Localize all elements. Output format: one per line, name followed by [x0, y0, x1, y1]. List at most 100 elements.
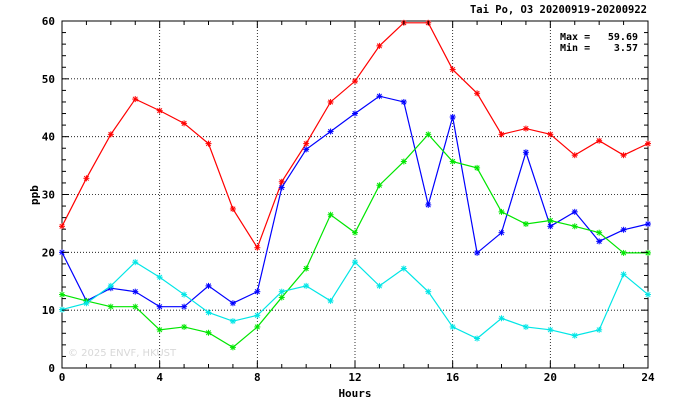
data-point-marker [352, 259, 358, 266]
data-point-marker [376, 42, 383, 49]
data-point-marker [547, 131, 554, 138]
data-point-marker [571, 152, 578, 159]
data-point-marker [254, 323, 261, 330]
data-point-marker [522, 323, 529, 330]
data-point-marker [645, 249, 651, 256]
chart-title: Tai Po, O3 20200919-20200922 [470, 4, 647, 16]
series-1 [59, 19, 651, 251]
data-point-marker [107, 282, 114, 289]
data-point-marker [522, 149, 529, 156]
data-point-marker [83, 300, 90, 307]
data-point-marker [425, 288, 432, 295]
data-point-marker [645, 140, 651, 147]
data-point-marker [352, 110, 358, 117]
data-point-marker [107, 131, 114, 138]
data-point-marker [59, 223, 65, 230]
data-point-marker [596, 229, 603, 236]
data-point-marker [254, 244, 261, 251]
data-point-marker [254, 288, 261, 295]
data-point-marker [327, 211, 334, 218]
data-point-marker [205, 140, 212, 147]
data-point-marker [278, 294, 285, 301]
data-point-marker [474, 249, 481, 256]
data-point-marker [181, 303, 188, 310]
data-point-marker [449, 114, 456, 121]
data-point-marker [181, 120, 188, 127]
x-tick-label: 4 [156, 371, 163, 384]
data-point-marker [107, 303, 114, 310]
data-point-marker [547, 217, 554, 224]
data-point-marker [449, 158, 456, 165]
data-point-marker [205, 309, 212, 316]
max-value: 59.69 [608, 32, 638, 43]
x-tick-label: 16 [446, 371, 460, 384]
x-tick-label: 20 [544, 371, 557, 384]
data-point-marker [596, 238, 603, 245]
data-point-marker [498, 131, 505, 138]
data-point-marker [547, 326, 554, 333]
data-point-marker [278, 288, 285, 295]
y-tick-label: 50 [42, 73, 55, 86]
data-point-marker [229, 344, 236, 351]
y-tick-labels: 0 10 20 30 40 50 60 [42, 15, 55, 375]
min-label: Min = [560, 42, 590, 54]
x-tick-label: 0 [59, 371, 66, 384]
data-point-marker [254, 312, 261, 319]
watermark-text: © 2025 ENVF, HKUST [68, 348, 177, 359]
x-tick-labels: 0 4 8 12 16 20 24 [59, 371, 655, 384]
data-point-marker [571, 223, 578, 230]
data-point-marker [181, 291, 188, 298]
data-point-marker [571, 208, 578, 215]
data-point-marker [132, 303, 139, 310]
data-point-marker [425, 131, 432, 138]
data-point-marker [376, 182, 383, 189]
data-point-marker [547, 223, 554, 230]
data-point-marker [474, 90, 481, 97]
data-point-marker [205, 282, 212, 289]
min-value: 3.57 [614, 43, 638, 54]
data-point-marker [132, 96, 139, 103]
data-point-marker [303, 282, 310, 289]
data-point-marker [278, 178, 285, 185]
data-point-marker [303, 146, 310, 153]
y-tick-label: 40 [42, 131, 55, 144]
data-point-marker [474, 164, 481, 171]
data-point-marker [645, 220, 651, 227]
data-point-marker [278, 184, 285, 191]
data-point-marker [327, 98, 334, 105]
data-point-marker [229, 300, 236, 307]
data-point-marker [620, 249, 627, 256]
data-point-marker [498, 229, 505, 236]
data-point-marker [620, 271, 627, 278]
data-point-marker [522, 125, 529, 132]
x-tick-label: 24 [641, 371, 655, 384]
y-tick-label: 0 [48, 362, 55, 375]
y-axis-title: ppb [28, 185, 41, 205]
data-point-marker [229, 205, 236, 212]
data-point-marker [449, 66, 456, 73]
data-point-marker [156, 303, 163, 310]
data-point-marker [59, 306, 65, 313]
data-point-marker [132, 259, 139, 266]
data-point-marker [83, 175, 90, 182]
data-point-marker [400, 98, 407, 105]
data-point-marker [449, 323, 456, 330]
data-point-marker [156, 107, 163, 114]
data-point-marker [59, 291, 65, 298]
data-point-marker [596, 326, 603, 333]
data-point-marker [303, 265, 310, 272]
series-3 [59, 131, 651, 351]
series-layer [59, 19, 651, 351]
data-point-marker [327, 128, 334, 135]
data-point-marker [132, 288, 139, 295]
data-point-marker [352, 229, 358, 236]
plot-area: © 2025 ENVF, HKUST [59, 19, 651, 369]
x-axis-title: Hours [338, 387, 371, 400]
data-point-marker [596, 137, 603, 144]
data-point-marker [498, 315, 505, 322]
axis-ticks [61, 20, 649, 369]
x-tick-label: 12 [348, 371, 361, 384]
data-point-marker [327, 297, 334, 304]
data-point-marker [425, 201, 432, 208]
